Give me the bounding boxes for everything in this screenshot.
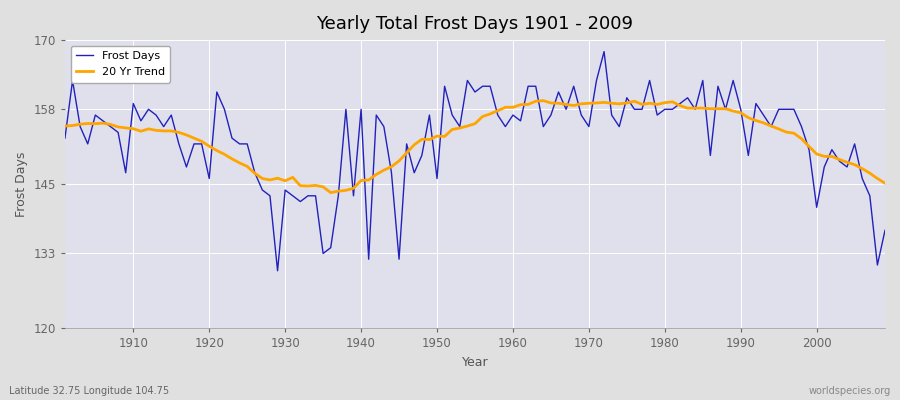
Frost Days (508, 113, 518, 118)
X-axis label: Year: Year (462, 356, 489, 369)
Frost Days (598, 49, 609, 54)
20 Yr Trend (340, 188, 351, 193)
20 Yr Trend (538, 98, 549, 103)
20 Yr Trend (59, 124, 70, 128)
20 Yr Trend (121, 126, 131, 130)
20 Yr Trend (614, 102, 625, 106)
Y-axis label: Frost Days: Frost Days (15, 152, 28, 217)
Frost Days (614, 124, 625, 129)
Frost Days (295, 199, 306, 204)
Legend: Frost Days, 20 Yr Trend: Frost Days, 20 Yr Trend (70, 46, 170, 82)
Text: worldspecies.org: worldspecies.org (809, 386, 891, 396)
Frost Days (879, 228, 890, 233)
Text: Latitude 32.75 Longitude 104.75: Latitude 32.75 Longitude 104.75 (9, 386, 169, 396)
Frost Days (340, 107, 351, 112)
20 Yr Trend (879, 181, 890, 186)
Title: Yearly Total Frost Days 1901 - 2009: Yearly Total Frost Days 1901 - 2009 (317, 15, 634, 33)
20 Yr Trend (508, 105, 518, 110)
Line: 20 Yr Trend: 20 Yr Trend (65, 101, 885, 193)
Frost Days (59, 136, 70, 140)
Frost Days (515, 118, 526, 123)
Frost Days (121, 170, 131, 175)
Line: Frost Days: Frost Days (65, 52, 885, 271)
Frost Days (272, 268, 283, 273)
20 Yr Trend (515, 102, 526, 107)
20 Yr Trend (325, 190, 336, 195)
20 Yr Trend (287, 175, 298, 180)
